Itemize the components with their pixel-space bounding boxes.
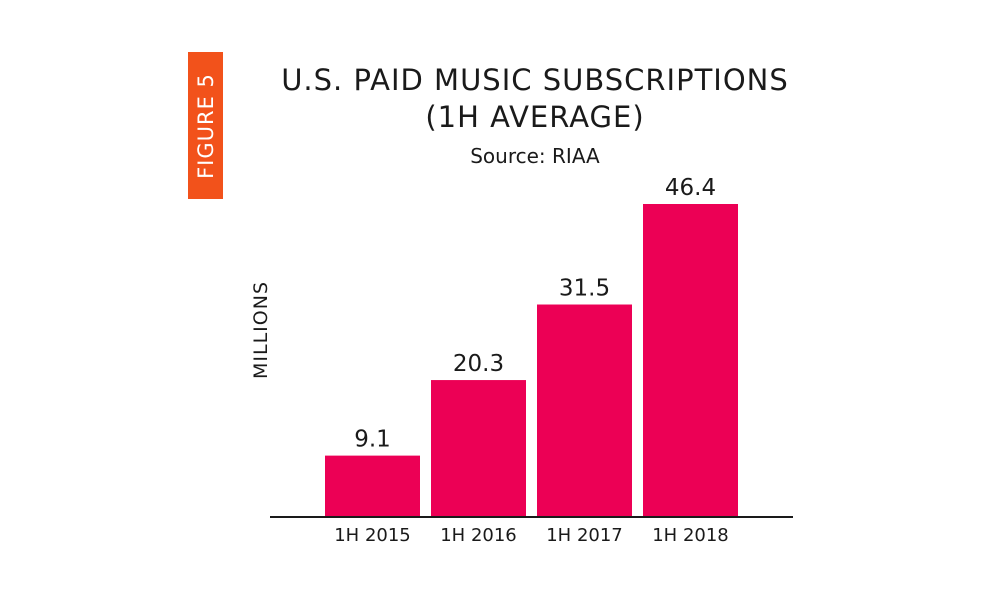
value-label: 31.5 <box>559 276 610 302</box>
value-labels-group: 9.1 20.3 31.5 46.4 <box>354 175 716 453</box>
x-tick-label: 1H 2018 <box>652 525 729 546</box>
value-label: 46.4 <box>665 175 716 201</box>
x-tick-labels-group: 1H 2015 1H 2016 1H 2017 1H 2018 <box>334 525 729 546</box>
x-tick-label: 1H 2016 <box>440 525 517 546</box>
chart-source: Source: RIAA <box>470 144 600 168</box>
chart-title-line-2: (1H AVERAGE) <box>425 100 645 134</box>
bar-1h-2017 <box>537 304 632 517</box>
x-tick-label: 1H 2017 <box>546 525 623 546</box>
x-tick-label: 1H 2015 <box>334 525 411 546</box>
bar-1h-2018 <box>643 204 738 517</box>
chart-title-line-1: U.S. PAID MUSIC SUBSCRIPTIONS <box>281 63 789 97</box>
bar-1h-2015 <box>325 455 420 517</box>
value-label: 20.3 <box>453 351 504 377</box>
bars-group <box>325 204 738 517</box>
figure-badge: FIGURE 5 <box>188 52 223 199</box>
value-label: 9.1 <box>354 427 391 453</box>
bar-1h-2016 <box>431 380 526 517</box>
